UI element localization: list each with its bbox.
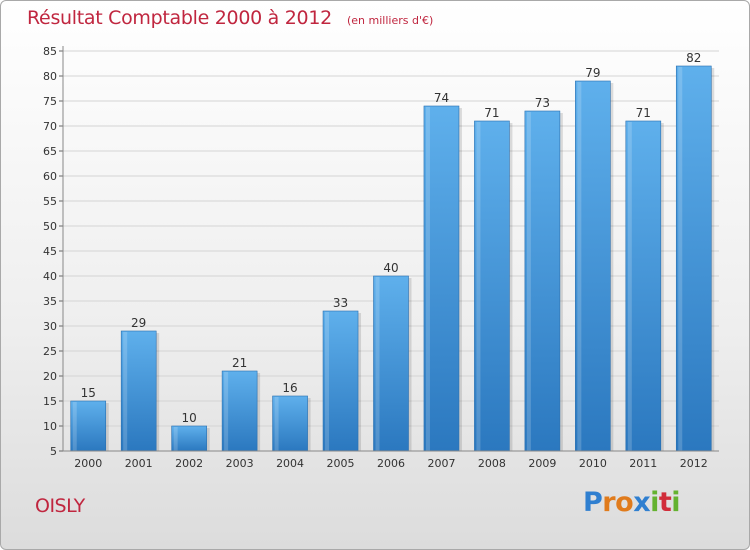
y-tick-label: 15 xyxy=(43,395,57,408)
x-tick-label: 2004 xyxy=(276,457,304,470)
x-tick-label: 2012 xyxy=(680,457,708,470)
bar-highlight xyxy=(627,122,632,451)
y-tick-label: 70 xyxy=(43,120,57,133)
x-tick-label: 2011 xyxy=(629,457,657,470)
data-label: 79 xyxy=(585,66,600,80)
bar-highlight xyxy=(476,122,481,451)
bar-highlight xyxy=(577,82,582,451)
x-tick-label: 2002 xyxy=(175,457,203,470)
bar xyxy=(70,400,107,452)
bar-2005 xyxy=(322,310,362,452)
data-label: 82 xyxy=(686,51,701,65)
bar-2009 xyxy=(524,110,563,452)
bar-highlight xyxy=(526,112,531,451)
bar xyxy=(524,110,561,452)
bar-2002 xyxy=(171,425,210,452)
data-labels: 15 29 10 21 16 33 40 74 71 73 79 71 82 xyxy=(81,51,702,425)
x-tick-label: 2008 xyxy=(478,457,506,470)
y-tick-label: 65 xyxy=(43,145,57,158)
x-tick-label: 2010 xyxy=(579,457,607,470)
chart-subtitle: (en milliers d'€) xyxy=(346,14,434,27)
bar-2008 xyxy=(474,120,513,452)
bar-2012 xyxy=(675,65,715,452)
bar-2000 xyxy=(70,400,109,452)
chart-header: Résultat Comptable 2000 à 2012 (en milli… xyxy=(27,7,433,29)
logo-letter: i xyxy=(650,487,659,518)
y-axis: 5 10 15 20 25 30 35 40 45 50 55 60 65 70 75 80 85 xyxy=(43,45,64,458)
x-tick-label: 2005 xyxy=(327,457,355,470)
bar xyxy=(575,80,611,452)
data-label: 10 xyxy=(182,411,197,425)
commune-name: OISLY xyxy=(35,495,85,517)
bar-highlight xyxy=(375,277,380,451)
y-tick-label: 80 xyxy=(43,70,57,83)
y-tick-label: 25 xyxy=(43,345,57,358)
bar-2007 xyxy=(423,105,462,452)
y-tick-label: 50 xyxy=(43,220,57,233)
bar-2011 xyxy=(625,120,664,452)
x-tick-label: 2001 xyxy=(125,457,153,470)
y-tick-label: 60 xyxy=(43,170,57,183)
bar-highlight xyxy=(325,312,330,451)
proxiti-logo: Proxiti xyxy=(583,487,681,518)
data-label: 71 xyxy=(484,106,499,120)
data-label: 33 xyxy=(333,296,348,310)
bar xyxy=(322,310,359,452)
bar xyxy=(272,395,308,452)
y-tick-label: 55 xyxy=(43,195,57,208)
bar xyxy=(221,370,258,452)
bar xyxy=(373,275,409,452)
logo-letter: t xyxy=(658,487,672,518)
y-tick-label: 30 xyxy=(43,320,57,333)
y-tick-label: 85 xyxy=(43,45,57,58)
bar-highlight xyxy=(123,332,128,451)
bar xyxy=(423,105,460,452)
bar-2006 xyxy=(373,275,412,452)
x-tick-label: 2000 xyxy=(74,457,102,470)
x-tick-label: 2003 xyxy=(226,457,254,470)
x-tick-label: 2007 xyxy=(427,457,455,470)
bar-highlight xyxy=(224,372,229,451)
logo-letter: x xyxy=(633,487,651,518)
data-label: 29 xyxy=(131,316,146,330)
bar-highlight xyxy=(274,397,279,451)
data-label: 21 xyxy=(232,356,247,370)
bar xyxy=(120,330,157,452)
bar-highlight xyxy=(425,107,430,451)
y-tick-label: 20 xyxy=(43,370,57,383)
chart-title: Résultat Comptable 2000 à 2012 xyxy=(27,7,332,29)
bar-highlight xyxy=(678,67,683,451)
y-tick-label: 75 xyxy=(43,95,57,108)
bar-highlight xyxy=(72,402,77,451)
data-label: 40 xyxy=(383,261,398,275)
bar-highlight xyxy=(173,427,178,451)
data-label: 16 xyxy=(282,381,297,395)
logo-letter: P xyxy=(583,487,603,518)
logo-letter: r xyxy=(602,487,616,518)
data-label: 15 xyxy=(81,386,96,400)
x-axis: 2000 2001 2002 2003 2004 2005 2006 2007 2008 2009… xyxy=(63,450,719,470)
bar xyxy=(625,120,662,452)
x-tick-label: 2009 xyxy=(528,457,556,470)
bars xyxy=(70,65,715,452)
bar-2010 xyxy=(575,80,614,452)
y-tick-label: 10 xyxy=(43,420,57,433)
data-label: 74 xyxy=(434,91,449,105)
y-tick-label: 5 xyxy=(50,445,57,458)
bar-2001 xyxy=(120,330,160,452)
bar-2003 xyxy=(221,370,261,452)
data-label: 73 xyxy=(535,96,550,110)
bar xyxy=(171,425,207,452)
y-tick-label: 40 xyxy=(43,270,57,283)
logo-letter: o xyxy=(615,487,634,518)
x-tick-label: 2006 xyxy=(377,457,405,470)
y-tick-label: 35 xyxy=(43,295,57,308)
bar-2004 xyxy=(272,395,311,452)
bar xyxy=(675,65,712,452)
y-tick-label: 45 xyxy=(43,245,57,258)
data-label: 71 xyxy=(636,106,651,120)
logo-letter: i xyxy=(671,487,681,518)
